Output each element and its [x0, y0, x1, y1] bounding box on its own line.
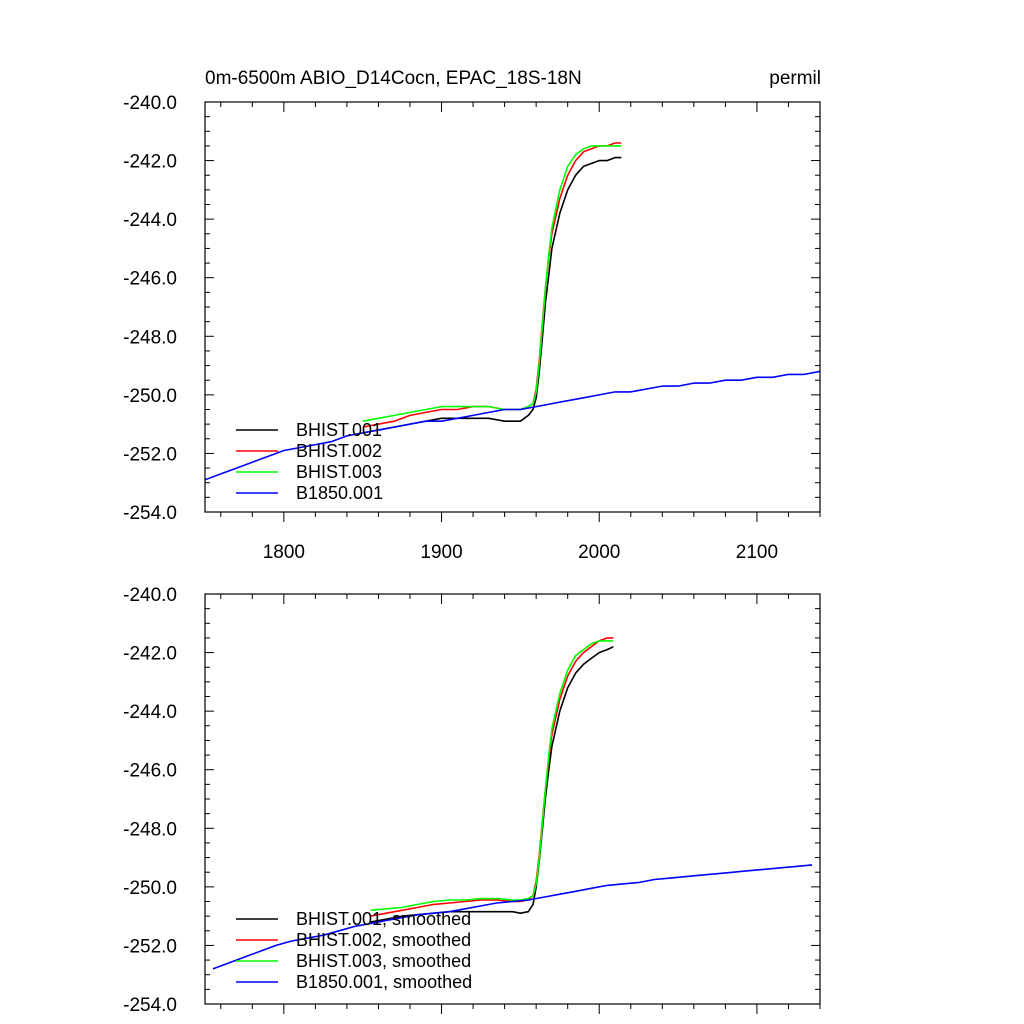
legend-label: BHIST.003: [296, 462, 382, 482]
y-tick-label: -244.0: [123, 210, 177, 231]
y-tick-label: -240.0: [123, 93, 177, 114]
legend-label: BHIST.001, smoothed: [296, 909, 471, 929]
series-line-3: [362, 145, 622, 422]
x-tick-label: 1900: [420, 542, 462, 563]
x-tick-label: 1800: [263, 542, 305, 563]
x-tick-label: 2000: [578, 542, 620, 563]
legend-label: BHIST.002, smoothed: [296, 930, 471, 950]
y-tick-label: -248.0: [123, 819, 177, 840]
y-tick-label: -242.0: [123, 644, 177, 665]
y-tick-label: -246.0: [123, 269, 177, 290]
series-line-2: [362, 142, 622, 428]
y-tick-label: -240.0: [123, 585, 177, 606]
series-line-3: [370, 640, 614, 912]
series-line-4: [205, 370, 820, 481]
y-tick-label: -254.0: [123, 995, 177, 1016]
series-line-1: [362, 156, 622, 434]
y-tick-label: -242.0: [123, 152, 177, 173]
y-tick-label: -244.0: [123, 702, 177, 723]
legend-label: BHIST.002: [296, 441, 382, 461]
bottom-panel: -240.0 -242.0 -244.0 -246.0 -248.0 -250.0 -252…: [123, 585, 821, 1016]
legend-label: BHIST.001: [296, 420, 382, 440]
y-tick-label: -250.0: [123, 386, 177, 407]
x-tick-label: 2100: [736, 542, 778, 563]
top-panel: -240.0 -242.0 -244.0 -246.0 -248.0 -250.0 -252…: [123, 93, 821, 563]
y-tick-label: -248.0: [123, 327, 177, 348]
series-line-4: [212, 864, 813, 970]
units-label: permil: [769, 68, 821, 89]
chart-title: 0m-6500m ABIO_D14Cocn, EPAC_18S-18N: [205, 68, 582, 89]
y-tick-label: -254.0: [123, 503, 177, 524]
series-group: [205, 142, 820, 481]
y-tick-label: -252.0: [123, 444, 177, 465]
y-tick-label: -250.0: [123, 878, 177, 899]
legend-label: B1850.001, smoothed: [296, 972, 472, 992]
y-tick-label: -246.0: [123, 761, 177, 782]
y-tick-label: -252.0: [123, 936, 177, 957]
legend-label: B1850.001: [296, 483, 383, 503]
series-line-2: [370, 637, 614, 917]
series-group: [212, 637, 813, 970]
series-line-1: [370, 645, 614, 923]
legend-label: BHIST.003, smoothed: [296, 951, 471, 971]
